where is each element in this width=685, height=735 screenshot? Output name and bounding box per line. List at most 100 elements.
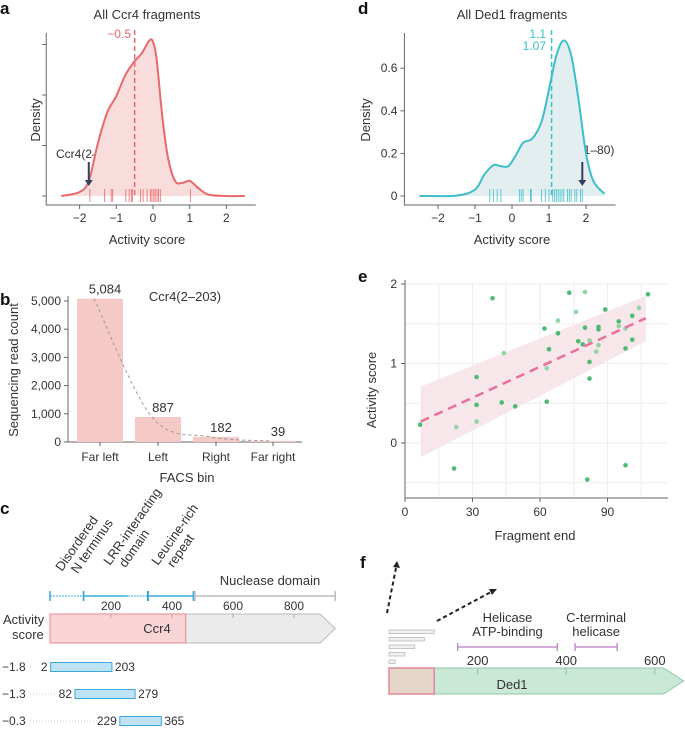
x-tick-label: 0 bbox=[509, 211, 516, 225]
y-tick-label: 0.6 bbox=[381, 61, 398, 75]
data-point bbox=[555, 330, 561, 336]
data-point bbox=[616, 323, 622, 329]
axis-tick-label: 200 bbox=[467, 653, 489, 668]
y-tick-label: 4,000 bbox=[31, 322, 61, 336]
y-tick-label: 0.4 bbox=[381, 104, 398, 118]
data-point bbox=[454, 424, 459, 430]
panel-letter-a: a bbox=[0, 0, 10, 18]
arrow-head bbox=[393, 561, 400, 568]
fragment-start: 82 bbox=[59, 687, 73, 701]
domain-label: ATP-binding bbox=[472, 624, 543, 639]
axis-tick-label: 600 bbox=[644, 653, 666, 668]
axis-tick-label: 400 bbox=[162, 599, 182, 613]
data-point bbox=[596, 327, 601, 332]
panel-letter-d: d bbox=[358, 0, 368, 18]
x-axis-label: Fragment end bbox=[495, 528, 576, 543]
fragment-end: 203 bbox=[115, 660, 135, 674]
data-point bbox=[474, 419, 479, 424]
annotation-arrow-head bbox=[84, 180, 93, 186]
axes bbox=[45, 33, 256, 206]
arrow-head bbox=[489, 589, 497, 595]
median-label-rounded: 1.1 bbox=[529, 27, 546, 41]
y-tick-label: 5,000 bbox=[31, 294, 61, 308]
data-point bbox=[623, 462, 628, 468]
chart-title: All Ded1 fragments bbox=[457, 7, 568, 22]
annotation-arrow-head bbox=[578, 180, 587, 186]
domain-label: Leucine-richrepeat bbox=[148, 501, 212, 576]
data-point bbox=[582, 325, 588, 331]
trend-curve bbox=[93, 298, 271, 442]
panel-letter-b: b bbox=[0, 290, 10, 309]
ded1-body bbox=[433, 667, 685, 695]
panel-a-density-plot: All Ccr4 fragments Activity score Densit… bbox=[28, 7, 256, 247]
data-point bbox=[580, 342, 586, 347]
panel-b-bar-chart: Ccr4(2–203) FACS bin Sequencing read cou… bbox=[6, 282, 302, 485]
x-tick-label: Far right bbox=[251, 450, 296, 464]
y-axis-label: Density bbox=[28, 98, 43, 142]
fragment-score: −1.8 bbox=[2, 660, 26, 674]
data-point bbox=[474, 374, 479, 380]
x-tick-label: −1 bbox=[468, 211, 482, 225]
fragment-bar bbox=[119, 716, 162, 726]
x-axis-label: Activity score bbox=[109, 232, 186, 247]
data-point bbox=[587, 376, 592, 381]
y-tick-label: 0.2 bbox=[381, 146, 398, 160]
bar-left bbox=[135, 416, 181, 442]
data-point bbox=[512, 404, 518, 409]
median-label: −0.5 bbox=[107, 27, 131, 41]
data-point bbox=[587, 338, 592, 343]
data-point bbox=[417, 422, 423, 428]
domain-label: Nuclease domain bbox=[220, 573, 320, 588]
x-tick-label: Far left bbox=[81, 450, 119, 464]
data-point bbox=[544, 365, 550, 371]
data-point bbox=[629, 337, 635, 342]
y-tick-label: 0 bbox=[391, 189, 398, 203]
axis-tick-label: 600 bbox=[223, 599, 243, 613]
activity-label-line2: score bbox=[12, 627, 44, 642]
fragment-stack-bar bbox=[388, 659, 396, 664]
dashed-arrow-up bbox=[386, 567, 397, 614]
data-point bbox=[566, 290, 572, 296]
x-tick-label: −1 bbox=[109, 211, 123, 225]
protein-name: Ccr4 bbox=[143, 621, 170, 636]
fragment-end: 365 bbox=[164, 714, 184, 728]
data-point bbox=[602, 307, 608, 312]
bar-right bbox=[193, 436, 239, 442]
fragment-bar bbox=[74, 689, 136, 699]
density-curve bbox=[61, 38, 245, 198]
bar-far-right bbox=[250, 440, 296, 442]
regression-line bbox=[420, 317, 647, 423]
data-point bbox=[490, 296, 495, 301]
fragment-start: 2 bbox=[41, 660, 48, 674]
data-point bbox=[474, 402, 479, 408]
panel-e-scatter-plot: Fragment end Activity score 0 30 60 90 0 1 2 bbox=[364, 277, 668, 543]
data-point bbox=[451, 466, 457, 471]
data-point bbox=[573, 309, 579, 315]
data-point bbox=[501, 350, 507, 356]
panel-letter-c: c bbox=[0, 499, 9, 518]
x-tick-label: −2 bbox=[73, 211, 87, 225]
axis-tick-label: 200 bbox=[101, 599, 121, 613]
chart-title: Ccr4(2–203) bbox=[149, 289, 221, 304]
y-tick-label: 0 bbox=[390, 436, 397, 450]
bar-far-left bbox=[77, 298, 123, 442]
fragment-stack-bar bbox=[388, 652, 406, 657]
data-point bbox=[623, 346, 628, 351]
bar-value-label: 39 bbox=[271, 424, 285, 439]
y-axis-label: Sequencing read count bbox=[6, 303, 21, 437]
data-point bbox=[575, 338, 581, 344]
domain-label: Helicase bbox=[483, 610, 533, 625]
fragment-stack-bar bbox=[388, 637, 425, 642]
x-tick-label: 1 bbox=[546, 211, 553, 225]
y-axis-label: Density bbox=[358, 98, 373, 142]
density-fill bbox=[419, 40, 605, 197]
fragment-stack-bar bbox=[388, 644, 416, 649]
panel-letter-e: e bbox=[358, 267, 367, 286]
n-terminal-region bbox=[388, 667, 435, 695]
x-tick-label: 0 bbox=[150, 211, 157, 225]
y-tick-label: 1 bbox=[390, 357, 397, 371]
x-tick-label: 0 bbox=[402, 505, 409, 519]
data-point bbox=[544, 399, 550, 404]
x-tick-label: 60 bbox=[533, 505, 547, 519]
